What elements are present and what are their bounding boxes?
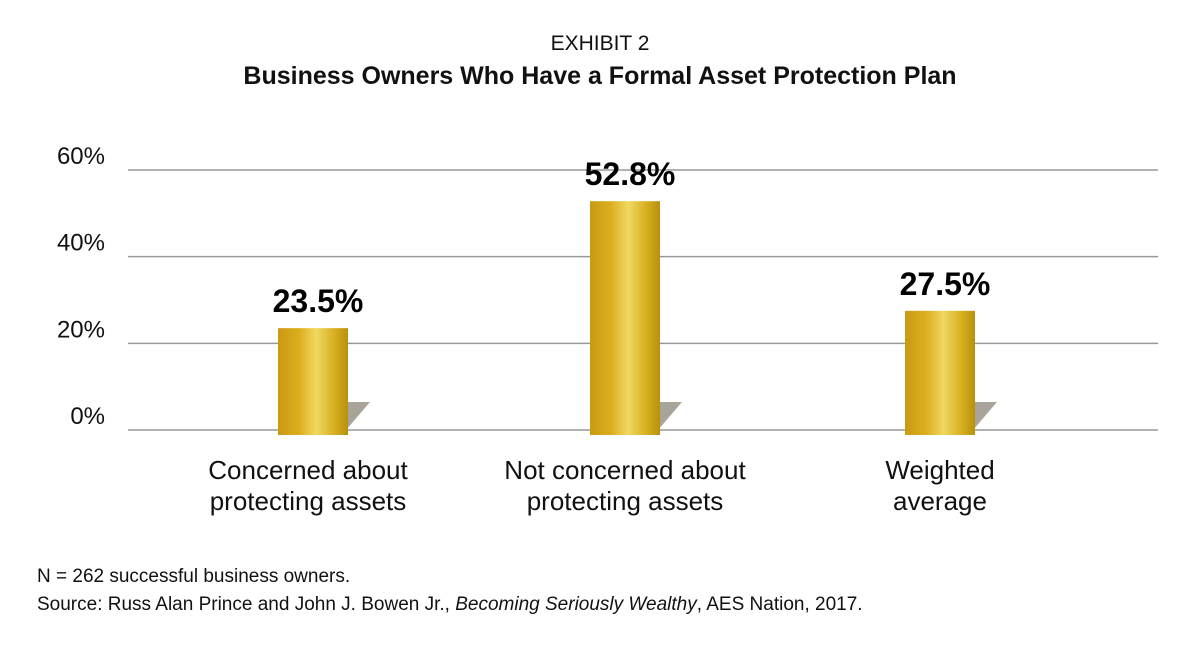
data-label: 27.5% (900, 266, 991, 302)
bar-shadow (973, 402, 997, 430)
y-tick-label: 20% (57, 316, 105, 343)
bar (590, 201, 660, 435)
data-label: 52.8% (585, 156, 676, 192)
bar-shadow (346, 402, 370, 430)
y-tick-label: 60% (57, 143, 105, 170)
category-label-concerned: Concerned about protecting assets (208, 455, 408, 516)
bar (278, 328, 348, 435)
chart-title: Business Owners Who Have a Formal Asset … (243, 62, 957, 90)
chart-supertitle: EXHIBIT 2 (550, 32, 650, 55)
sample-note: N = 262 successful business owners. (37, 566, 351, 587)
data-label: 23.5% (273, 283, 364, 319)
category-label-not-concerned: Not concerned about protecting assets (504, 455, 746, 516)
bar-shadow (658, 402, 682, 430)
bar (905, 310, 975, 435)
source-note: Source: Russ Alan Prince and John J. Bow… (37, 594, 863, 615)
y-tick-label: 40% (57, 230, 105, 257)
y-tick-label: 0% (70, 403, 105, 430)
category-label-weighted-average: Weighted average (885, 455, 995, 516)
